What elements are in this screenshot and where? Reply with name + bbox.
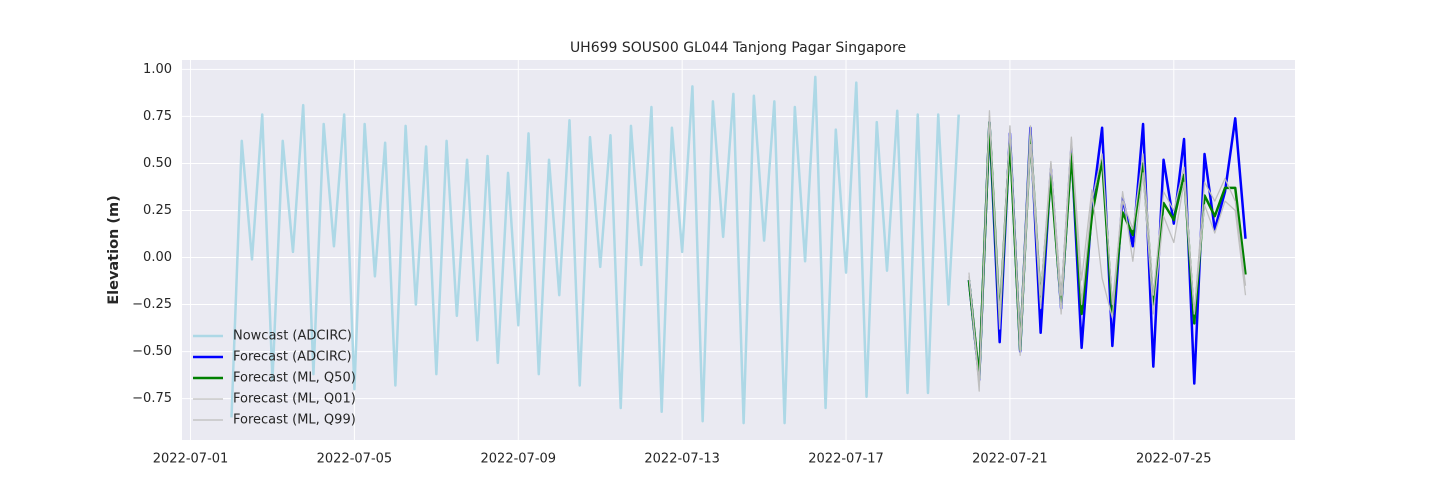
y-tick-label: 1.00 xyxy=(143,62,172,77)
legend-label: Forecast (ML, Q50) xyxy=(233,371,356,386)
y-tick-label: 0.00 xyxy=(143,250,172,265)
legend-label: Nowcast (ADCIRC) xyxy=(233,329,352,344)
y-tick-label: 0.50 xyxy=(143,156,172,171)
y-axis-label: Elevation (m) xyxy=(106,195,122,305)
y-tick-label: −0.50 xyxy=(132,344,172,359)
x-tick-label: 2022-07-01 xyxy=(153,452,229,467)
x-tick-label: 2022-07-25 xyxy=(1136,452,1212,467)
legend-label: Forecast (ML, Q99) xyxy=(233,413,356,428)
lines xyxy=(230,75,1247,425)
chart-title: UH699 SOUS00 GL044 Tanjong Pagar Singapo… xyxy=(570,40,906,56)
x-tick-label: 2022-07-17 xyxy=(808,452,884,467)
legend-label: Forecast (ADCIRC) xyxy=(233,350,352,365)
labels: −0.75 −0.50 −0.25 0.00 0.25 0.50 0.75 1.00 2022-… xyxy=(132,62,1211,467)
y-tick-label: −0.75 xyxy=(132,391,172,406)
grid xyxy=(182,60,1295,440)
x-tick-label: 2022-07-05 xyxy=(317,452,393,467)
series-line xyxy=(230,75,960,425)
y-tick-label: 0.75 xyxy=(143,109,172,124)
x-tick-label: 2022-07-09 xyxy=(481,452,557,467)
y-tick-label: 0.25 xyxy=(143,203,172,218)
x-tick-label: 2022-07-21 xyxy=(972,452,1048,467)
legend-label: Forecast (ML, Q01) xyxy=(233,392,356,407)
x-tick-label: 2022-07-13 xyxy=(644,452,720,467)
series-line xyxy=(968,115,1247,383)
y-tick-label: −0.25 xyxy=(132,297,172,312)
